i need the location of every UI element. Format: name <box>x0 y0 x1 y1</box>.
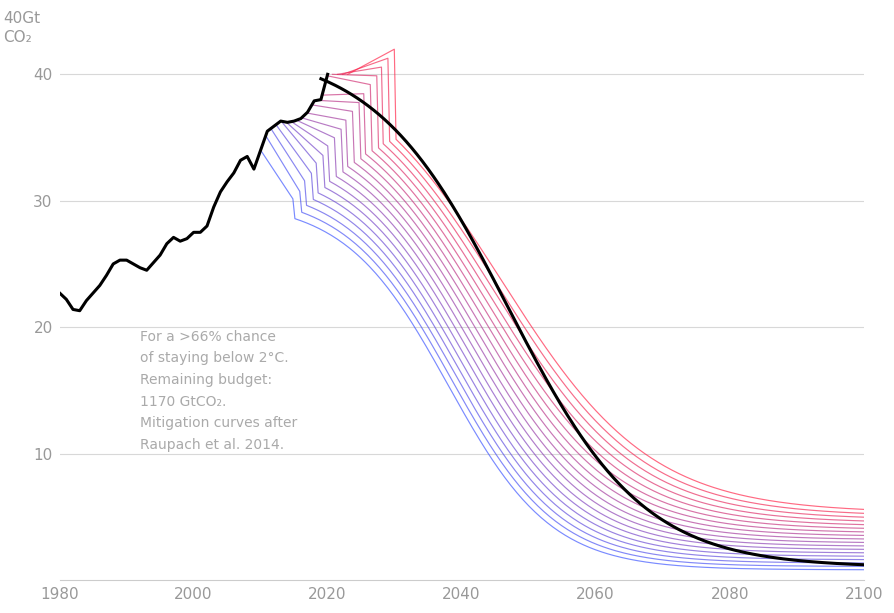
Text: For a >66% chance
of staying below 2°C.
Remaining budget:
1170 GtCO₂.
Mitigation: For a >66% chance of staying below 2°C. … <box>140 330 298 452</box>
Text: 40Gt
CO₂: 40Gt CO₂ <box>4 11 40 45</box>
